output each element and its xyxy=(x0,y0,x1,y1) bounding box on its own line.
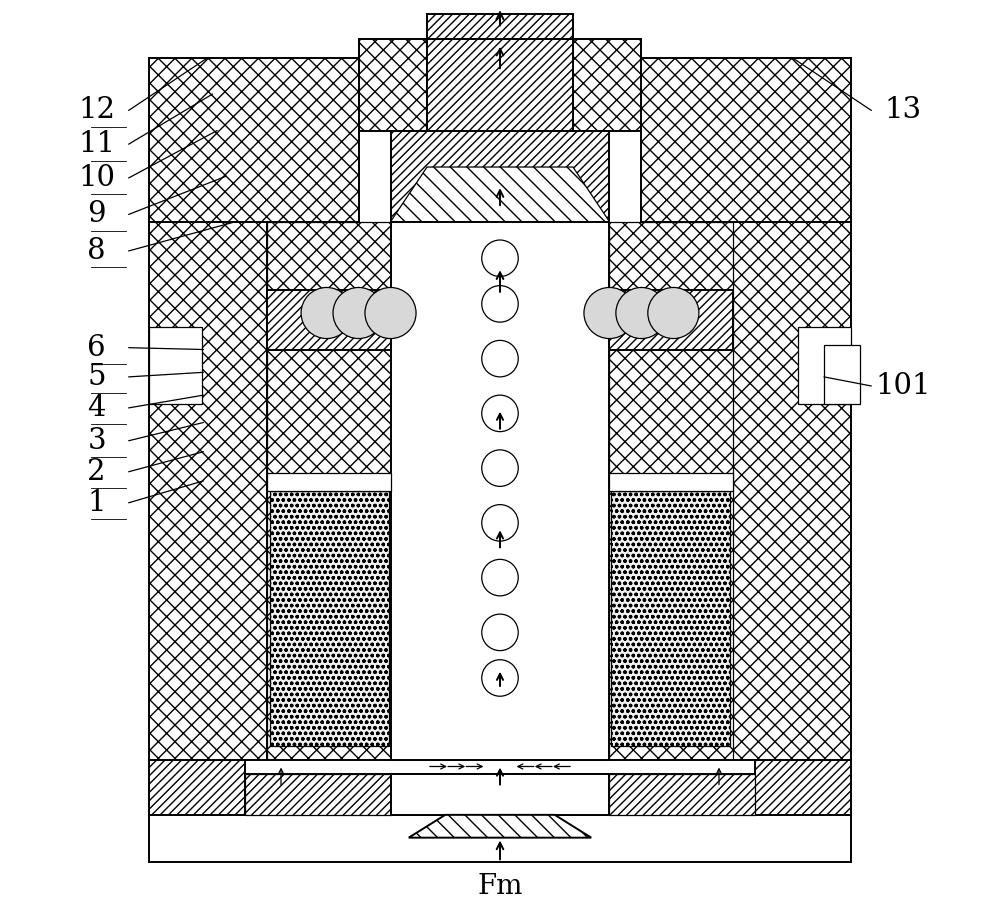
Circle shape xyxy=(482,614,518,651)
Bar xyxy=(149,58,359,222)
Circle shape xyxy=(301,287,352,339)
Text: 10: 10 xyxy=(78,164,115,192)
Bar xyxy=(267,222,391,760)
Bar xyxy=(245,760,755,774)
Circle shape xyxy=(482,559,518,596)
Bar xyxy=(391,774,609,815)
Circle shape xyxy=(482,341,518,377)
Circle shape xyxy=(648,287,699,339)
Text: 3: 3 xyxy=(87,427,106,454)
Bar xyxy=(359,39,427,130)
Text: 12: 12 xyxy=(78,96,115,125)
Text: 101: 101 xyxy=(876,372,931,400)
Text: 2: 2 xyxy=(87,458,106,486)
Bar xyxy=(245,774,391,815)
Bar xyxy=(427,14,573,39)
Bar xyxy=(267,473,391,491)
Circle shape xyxy=(482,660,518,696)
Bar xyxy=(391,130,609,222)
Bar xyxy=(149,760,245,815)
Circle shape xyxy=(482,240,518,276)
Bar xyxy=(733,222,851,760)
Circle shape xyxy=(365,287,416,339)
Text: 9: 9 xyxy=(87,200,106,229)
Bar xyxy=(824,345,860,404)
Bar xyxy=(798,327,851,404)
Circle shape xyxy=(482,505,518,541)
Text: 6: 6 xyxy=(87,333,106,362)
Bar xyxy=(611,491,730,746)
Bar xyxy=(573,39,641,130)
Circle shape xyxy=(482,450,518,487)
Bar xyxy=(149,815,851,862)
Text: 5: 5 xyxy=(87,363,106,391)
Circle shape xyxy=(333,287,384,339)
Circle shape xyxy=(482,395,518,431)
Text: 1: 1 xyxy=(87,488,106,517)
Bar xyxy=(641,58,851,222)
Circle shape xyxy=(482,285,518,322)
Bar xyxy=(149,222,267,760)
Bar xyxy=(149,327,202,404)
Polygon shape xyxy=(409,815,591,837)
Text: 13: 13 xyxy=(885,96,922,125)
Text: 8: 8 xyxy=(87,237,106,265)
Circle shape xyxy=(584,287,635,339)
Polygon shape xyxy=(391,167,609,222)
Text: 11: 11 xyxy=(78,130,115,158)
Bar xyxy=(609,222,733,760)
Bar xyxy=(270,491,389,746)
Text: 4: 4 xyxy=(87,394,106,422)
Polygon shape xyxy=(391,774,609,815)
Bar xyxy=(609,473,733,491)
Circle shape xyxy=(616,287,667,339)
Text: Fm: Fm xyxy=(477,872,523,900)
Bar xyxy=(755,760,851,815)
Bar xyxy=(267,290,733,350)
Bar xyxy=(427,39,573,130)
Bar xyxy=(391,222,609,760)
Bar xyxy=(609,774,755,815)
